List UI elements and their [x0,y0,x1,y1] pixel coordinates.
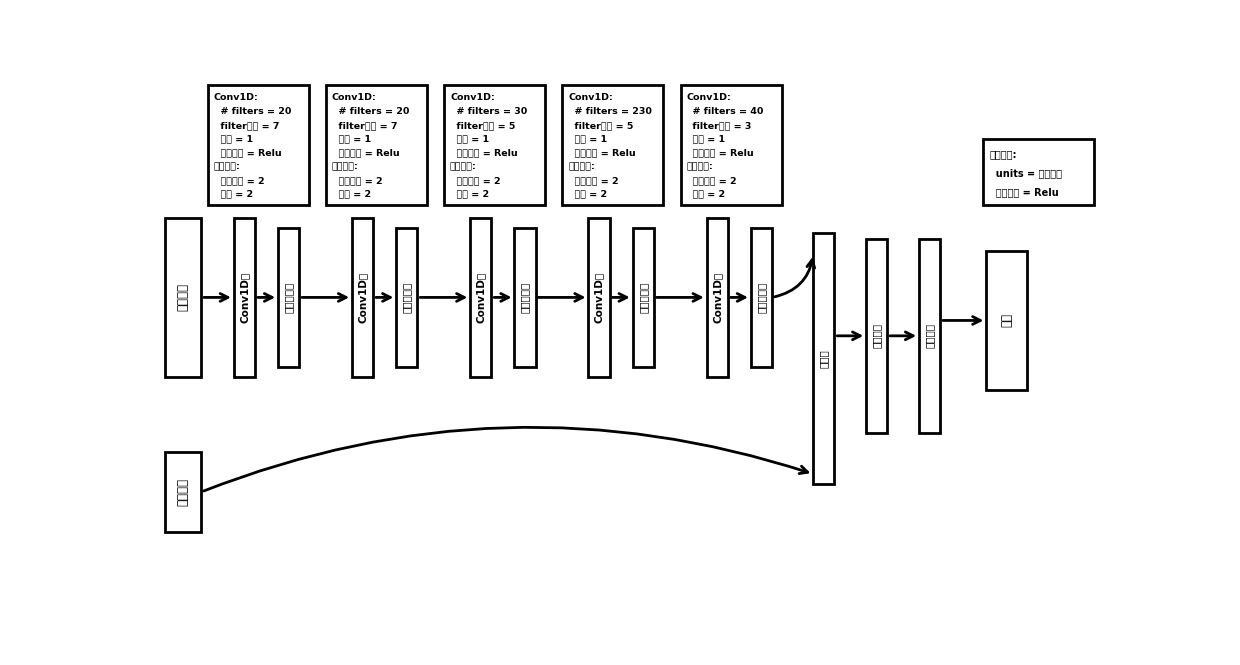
Bar [632,228,653,366]
Text: 步长 = 1: 步长 = 1 [213,135,253,144]
Text: filter尺寸 = 5: filter尺寸 = 5 [450,121,516,130]
Text: 最大池化层: 最大池化层 [756,282,766,313]
Text: Conv1D层: Conv1D层 [239,272,249,323]
Bar [352,218,373,377]
Text: 激活函数 = Relu: 激活函数 = Relu [990,187,1059,197]
Text: 输出: 输出 [999,313,1013,327]
Bar [278,228,299,366]
Text: 步长 = 1: 步长 = 1 [568,135,608,144]
Bar [986,251,1027,390]
Text: # filters = 20: # filters = 20 [213,107,291,116]
Text: 步长 = 2: 步长 = 2 [332,190,371,199]
Bar [681,85,781,205]
Text: 最大池化:: 最大池化: [687,162,713,172]
Text: 池化尺寸 = 2: 池化尺寸 = 2 [568,176,619,185]
Text: filter尺寸 = 3: filter尺寸 = 3 [687,121,751,130]
Text: 池化尺寸 = 2: 池化尺寸 = 2 [687,176,737,185]
Text: 全连接层:: 全连接层: [990,149,1017,159]
Text: Conv1D:: Conv1D: [568,94,613,102]
Text: 最大池化层: 最大池化层 [520,282,529,313]
Bar [208,85,309,205]
Text: Conv1D层: Conv1D层 [594,272,604,323]
Text: 最大池化:: 最大池化: [332,162,358,172]
Text: 最大池化:: 最大池化: [568,162,595,172]
Bar [983,139,1094,205]
Bar [397,228,418,366]
Text: 最大池化层: 最大池化层 [639,282,649,313]
Text: 步长 = 2: 步长 = 2 [213,190,253,199]
Text: # filters = 20: # filters = 20 [332,107,409,116]
Bar [866,239,888,433]
Bar [234,218,255,377]
Text: 最大池化:: 最大池化: [450,162,476,172]
Text: 激活函数 = Relu: 激活函数 = Relu [332,148,399,158]
Text: 步长 = 1: 步长 = 1 [687,135,725,144]
Text: Conv1D:: Conv1D: [332,94,377,102]
Text: 辅助输入: 辅助输入 [176,478,190,506]
Text: 池化尺寸 = 2: 池化尺寸 = 2 [213,176,264,185]
Text: Conv1D:: Conv1D: [687,94,732,102]
Bar [563,85,663,205]
Text: 差分输入: 差分输入 [176,283,190,311]
Text: filter尺寸 = 7: filter尺寸 = 7 [332,121,397,130]
Bar [326,85,427,205]
Text: 步长 = 1: 步长 = 1 [450,135,489,144]
Bar [470,218,491,377]
Bar [444,85,546,205]
Bar [165,452,201,532]
Text: # filters = 30: # filters = 30 [450,107,527,116]
Text: 最大池化:: 最大池化: [213,162,241,172]
Text: units = 输出尺寸: units = 输出尺寸 [990,168,1063,178]
Bar [919,239,940,433]
Text: 最大池化层: 最大池化层 [284,282,294,313]
Text: 激活函数 = Relu: 激活函数 = Relu [450,148,517,158]
Text: 池化尺寸 = 2: 池化尺寸 = 2 [450,176,501,185]
Bar [165,218,201,377]
Bar [813,233,835,484]
Bar [515,228,536,366]
Bar [589,218,610,377]
Text: # filters = 230: # filters = 230 [568,107,652,116]
Text: 全连接层: 全连接层 [925,323,935,348]
Text: 拼接层: 拼接层 [818,350,828,368]
Bar [707,218,728,377]
Text: Conv1D:: Conv1D: [450,94,495,102]
Text: Conv1D:: Conv1D: [213,94,258,102]
Text: Conv1D层: Conv1D层 [712,272,722,323]
Text: 步长 = 2: 步长 = 2 [450,190,489,199]
Text: Conv1D层: Conv1D层 [357,272,367,323]
Text: 步长 = 2: 步长 = 2 [568,190,608,199]
Text: 激活函数 = Relu: 激活函数 = Relu [213,148,281,158]
Text: 激活函数 = Relu: 激活函数 = Relu [568,148,636,158]
Text: filter尺寸 = 7: filter尺寸 = 7 [213,121,279,130]
Text: 最大池化层: 最大池化层 [402,282,412,313]
Text: # filters = 40: # filters = 40 [687,107,764,116]
Text: Conv1D层: Conv1D层 [476,272,486,323]
Text: filter尺寸 = 5: filter尺寸 = 5 [568,121,634,130]
Bar [751,228,773,366]
Text: 激活函数 = Relu: 激活函数 = Relu [687,148,754,158]
Text: 全连接层: 全连接层 [872,323,882,348]
Text: 池化尺寸 = 2: 池化尺寸 = 2 [332,176,382,185]
Text: 步长 = 2: 步长 = 2 [687,190,725,199]
Text: 步长 = 1: 步长 = 1 [332,135,371,144]
